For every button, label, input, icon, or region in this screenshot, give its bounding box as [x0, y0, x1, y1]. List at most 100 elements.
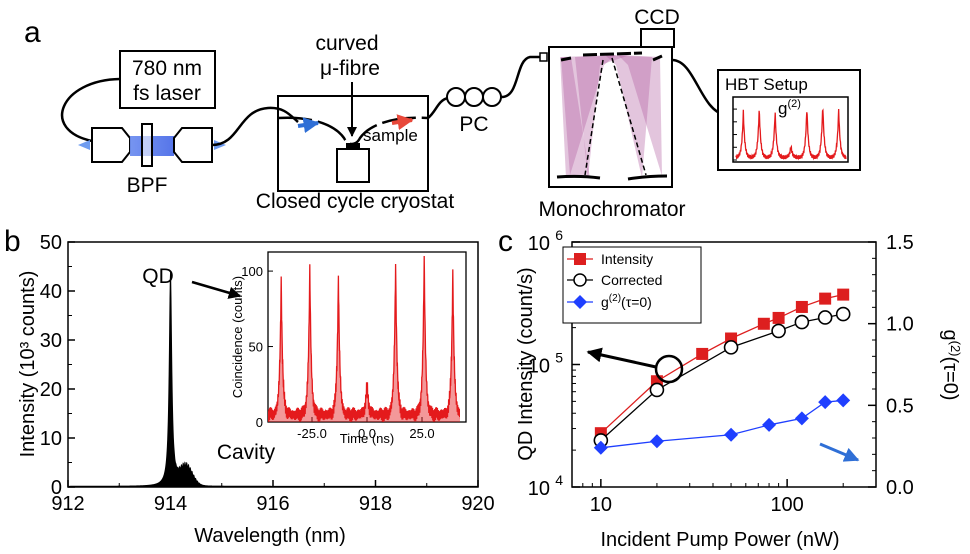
left-collimator [91, 127, 131, 163]
panel-b-xtick-label: 920 [461, 493, 494, 515]
panel-b-ytick-label: 30 [40, 330, 62, 352]
panel-letter-b: b [4, 225, 21, 258]
spectrum-area [68, 271, 478, 487]
panel-b-xtick-label: 916 [256, 493, 289, 515]
legend-corrected-label: Corrected [601, 272, 662, 288]
panel-c-ytick-exponent: 5 [555, 350, 563, 366]
panel-b-xtick-label: 914 [154, 493, 187, 515]
focusing-mirror [627, 174, 668, 181]
corrected-point [817, 310, 833, 325]
panel-b-ytick-label: 20 [40, 379, 62, 401]
monochromator-label: Monochromator [538, 198, 685, 221]
legend-g2-marker [573, 295, 587, 309]
mono-ray-1 [584, 59, 604, 176]
collimating-mirror [556, 174, 601, 180]
pc-label: PC [459, 113, 488, 136]
panel-c: c 10 100 10 4 10 5 10 6 0.0 0.5 1.0 1.5 Intensity C… [498, 225, 963, 551]
hbt-mini-ticks [733, 108, 737, 161]
left-beam-tip [78, 140, 90, 150]
panel-c-ylabel: QD Intensity (count/s) [515, 267, 537, 460]
corrected-point [649, 382, 665, 398]
red-output-arrow [391, 114, 414, 131]
inset-ylabel: Coincidence (counts) [230, 276, 245, 398]
ccd-label: CCD [634, 6, 680, 29]
panel-b-ytick-label: 50 [40, 232, 62, 254]
cavity-annotation: Cavity [217, 441, 276, 464]
g2-point [836, 393, 851, 408]
panel-c-y2tick-label: 0.5 [886, 395, 914, 417]
qd-annotation: QD [142, 265, 174, 288]
intensity-point [772, 311, 785, 324]
g2-point [649, 434, 664, 449]
fibre-label-line2: μ-fibre [320, 57, 380, 80]
ccd-box [640, 28, 675, 48]
panel-letter-c: c [498, 225, 513, 258]
cold-finger [336, 148, 370, 183]
g2-point [818, 395, 833, 410]
pc-paddle-3 [482, 87, 502, 107]
highlight-circle [654, 354, 684, 384]
corrected-point [835, 306, 851, 322]
panel-letter-a: a [24, 16, 41, 49]
panel-c-y2label: g(2)(τ=0) [939, 329, 963, 400]
corrected-point [794, 314, 810, 330]
fibre-label-line1: curved [315, 32, 378, 55]
mono-ray-2 [611, 57, 647, 176]
corrected-point [771, 323, 786, 339]
panel-b-ytick-label: 40 [40, 281, 62, 303]
g2-point [794, 411, 809, 426]
inset-line [268, 256, 460, 422]
legend: Intensity Corrected g(2)(τ=0) [562, 246, 702, 324]
pc-paddle-2 [464, 87, 484, 107]
panel-c-ytick-label: 10 [528, 233, 550, 255]
intensity-point [696, 347, 709, 360]
panel-c-y2tick-label: 1.5 [886, 232, 914, 254]
g2-point [724, 427, 739, 442]
panel-c-series [593, 288, 851, 455]
panel-b-xlabel: Wavelength (nm) [194, 525, 346, 547]
legend-g2-label: g(2)(τ=0) [601, 293, 652, 310]
panel-c-ytick-label: 10 [528, 356, 550, 378]
laser-fibre [60, 77, 121, 143]
panel-c-y2tick-label: 0.0 [886, 477, 914, 499]
panel-a: a 780 nm fs laser BPF curved μ-fibre sam… [24, 6, 861, 221]
sample-chip [346, 143, 360, 149]
g2-point [762, 417, 777, 432]
cryostat-label: Closed cycle cryostat [256, 190, 455, 213]
corrected-point [723, 340, 739, 355]
right-collimator [173, 127, 213, 163]
intensity-point [819, 292, 832, 305]
monochromator-box [548, 46, 673, 188]
panel-c-y2tick-label: 1.0 [886, 314, 914, 336]
inset-xlabel: Time (ns) [340, 431, 394, 446]
inset-ytick-label: 50 [249, 340, 263, 355]
legend-corrected-marker [573, 273, 587, 287]
panel-c-xtick-label: 10 [590, 494, 612, 516]
g2-point [593, 440, 608, 455]
grating [582, 51, 643, 57]
hbt-mini-trace [735, 108, 847, 161]
fibre-to-cryostat [211, 106, 299, 147]
panel-b-ytick-label: 10 [40, 428, 62, 450]
pc-paddle-1 [446, 87, 466, 107]
right-axis-arrow [819, 442, 860, 462]
series-line-1 [600, 313, 844, 441]
intensity-point [757, 317, 770, 330]
laser-label-line2: fs laser [133, 82, 201, 105]
laser-label-line1: 780 nm [132, 57, 202, 80]
inset-xtick-label: 0.0 [358, 426, 376, 441]
panel-c-ytick-label: 10 [528, 478, 550, 500]
legend-intensity-label: Intensity [601, 251, 653, 267]
entrance-mirror [560, 56, 572, 62]
panel-b-ylabel: Intensity (10³ counts) [17, 271, 39, 458]
panel-c-xtick-label: 100 [770, 494, 803, 516]
panel-b-xtick-label: 918 [359, 493, 392, 515]
fibre-connector [539, 52, 548, 62]
inset-xtick-label: 25.0 [409, 426, 434, 441]
legend-intensity-marker [574, 253, 586, 265]
blue-input-arrow [297, 117, 320, 134]
sample-label: sample [363, 126, 418, 145]
panel-c-xlabel: Incident Pump Power (nW) [601, 529, 840, 551]
panel-c-ytick-exponent: 4 [555, 472, 563, 488]
